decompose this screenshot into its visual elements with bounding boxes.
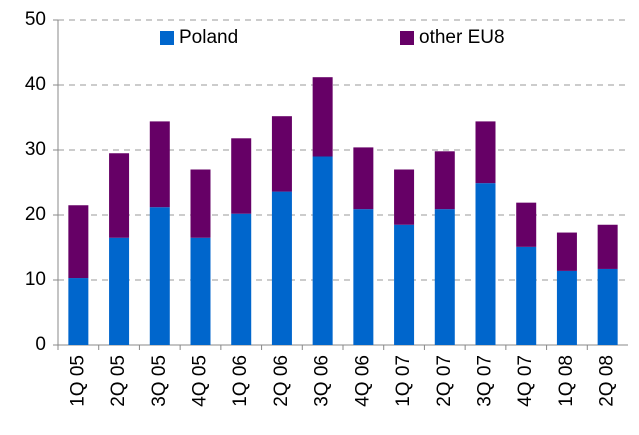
- y-tick-label: 20: [25, 204, 46, 225]
- bar-segment: [68, 278, 89, 345]
- y-tick-label: 30: [25, 139, 46, 160]
- bar-segment: [109, 153, 130, 238]
- x-tick-label: 4Q 07: [515, 355, 536, 407]
- x-tick-label: 3Q 06: [312, 355, 333, 407]
- bar-segment: [353, 147, 374, 210]
- bar-segment: [149, 121, 170, 208]
- x-tick-label: 1Q 08: [556, 355, 577, 407]
- bar-segment: [394, 169, 415, 225]
- bar-segment: [516, 202, 537, 247]
- x-tick-label: 2Q 05: [108, 355, 129, 407]
- bar-segment: [353, 209, 374, 345]
- x-tick-label: 4Q 06: [352, 355, 373, 407]
- bar-segment: [516, 246, 537, 345]
- bar-segment: [312, 77, 333, 157]
- y-tick-label: 10: [25, 269, 46, 290]
- bar-segment: [394, 224, 415, 345]
- bar-segment: [556, 232, 577, 271]
- legend-swatch: [400, 31, 414, 45]
- bar-segment: [190, 237, 211, 345]
- x-tick-label: 2Q 06: [271, 355, 292, 407]
- x-tick-label: 1Q 06: [230, 355, 251, 407]
- bar-segment: [271, 191, 292, 345]
- bar-segment: [231, 213, 252, 345]
- bar-segment: [556, 270, 577, 345]
- bar-segment: [434, 151, 455, 210]
- bar-segment: [271, 116, 292, 192]
- bar-segment: [149, 207, 170, 345]
- legend-label: other EU8: [419, 27, 505, 48]
- bar-segment: [597, 268, 618, 345]
- y-tick-label: 40: [25, 74, 46, 95]
- y-tick-label: 0: [35, 334, 46, 355]
- bar-segment: [475, 121, 496, 184]
- x-tick-label: 2Q 07: [434, 355, 455, 407]
- x-tick-label: 1Q 07: [393, 355, 414, 407]
- bar-segment: [312, 156, 333, 345]
- bar-segment: [109, 237, 130, 345]
- legend-swatch: [160, 31, 174, 45]
- x-tick-label: 1Q 05: [67, 355, 88, 407]
- x-tick-label: 3Q 07: [475, 355, 496, 407]
- bar-segment: [231, 138, 252, 214]
- x-tick-label: 4Q 05: [190, 355, 211, 407]
- x-tick-label: 2Q 08: [597, 355, 618, 407]
- bar-segment: [190, 169, 211, 238]
- bar-segment: [68, 205, 89, 279]
- bar-segment: [597, 224, 618, 269]
- bar-segment: [475, 183, 496, 345]
- x-tick-label: 3Q 05: [149, 355, 170, 407]
- bar-segment: [434, 209, 455, 345]
- y-tick-label: 50: [25, 9, 46, 30]
- legend-label: Poland: [179, 27, 238, 48]
